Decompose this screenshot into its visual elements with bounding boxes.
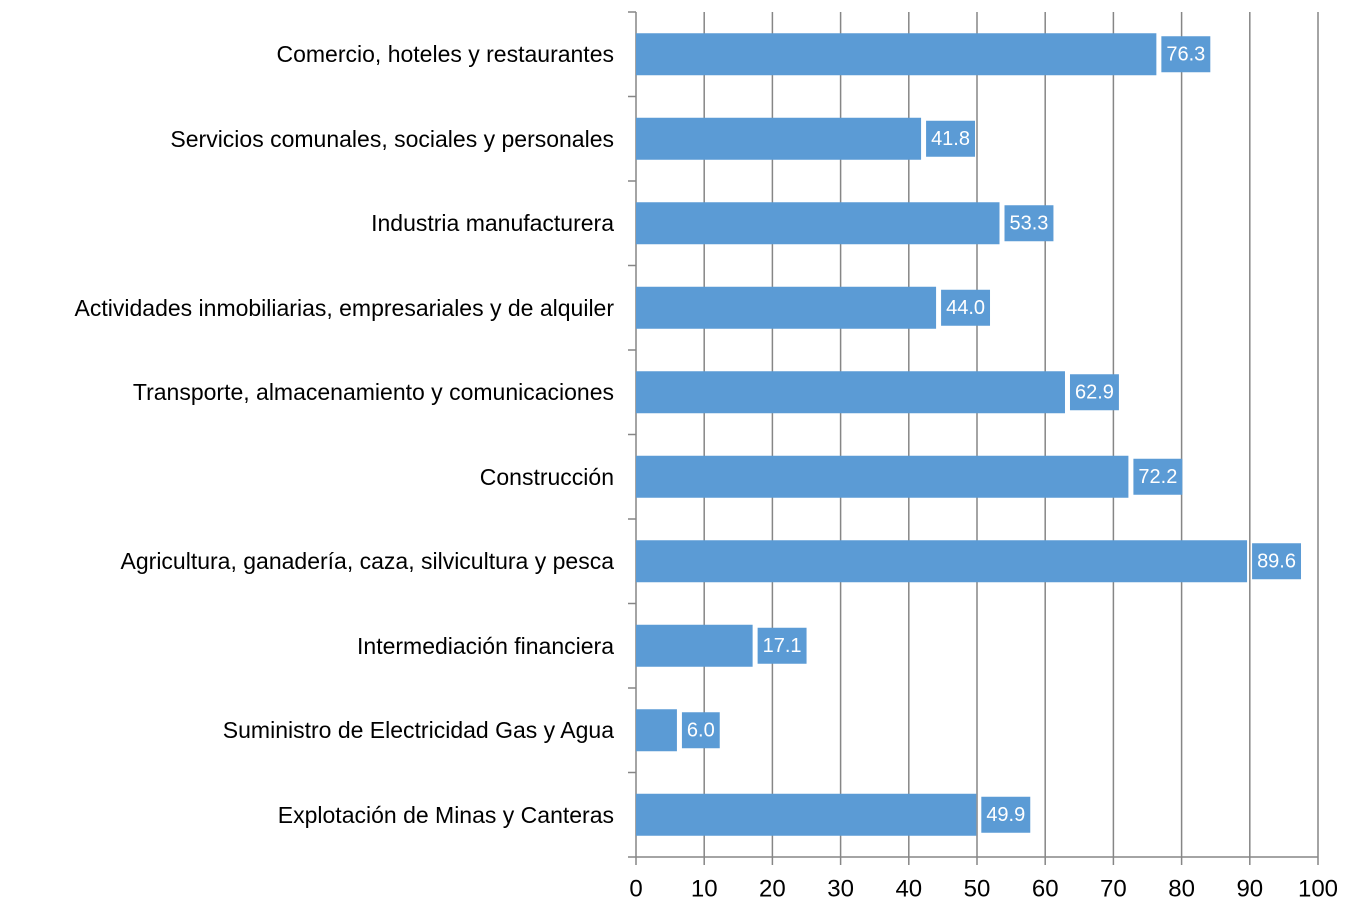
value-label-group: 44.0	[941, 289, 991, 326]
category-label-box: Industria manufacturera	[0, 181, 614, 266]
value-label-group: 41.8	[926, 120, 976, 157]
bar	[636, 455, 1129, 498]
category-label-box: Construcción	[0, 435, 614, 520]
x-tick-label: 70	[1100, 875, 1127, 902]
category-label-box: Transporte, almacenamiento y comunicacio…	[0, 350, 614, 435]
value-label-box	[681, 712, 720, 749]
category-label-wrap: Agricultura, ganadería, caza, silvicultu…	[0, 519, 614, 604]
y-tick-label: Transporte, almacenamiento y comunicacio…	[132, 379, 614, 406]
value-label-group: 53.3	[1004, 205, 1054, 242]
y-tick-label: Comercio, hoteles y restaurantes	[276, 41, 615, 68]
value-label-box	[981, 796, 1031, 833]
x-tick-label: 80	[1168, 875, 1195, 902]
y-tick-label: Agricultura, ganadería, caza, silvicultu…	[120, 548, 614, 575]
x-tick-label: 0	[629, 875, 642, 902]
value-label-box	[1133, 458, 1183, 495]
category-label-box: Explotación de Minas y Canteras	[0, 773, 614, 858]
category-label-wrap: Intermediación financiera	[0, 604, 614, 689]
value-label: 62.9	[1075, 382, 1114, 404]
category-label-wrap: Servicios comunales, sociales y personal…	[0, 97, 614, 182]
x-tick-label: 30	[827, 875, 854, 902]
category-label-wrap: Explotación de Minas y Canteras	[0, 773, 614, 858]
category-label-wrap: Actividades inmobiliarias, empresariales…	[0, 266, 614, 351]
bar	[636, 286, 937, 329]
category-label-box: Actividades inmobiliarias, empresariales…	[0, 266, 614, 351]
y-tick-label: Suministro de Electricidad Gas y Agua	[222, 717, 614, 744]
x-tick-label: 40	[895, 875, 922, 902]
value-label: 89.6	[1257, 551, 1296, 573]
bar	[636, 117, 922, 160]
value-label: 49.9	[986, 804, 1025, 826]
value-label: 41.8	[931, 128, 970, 150]
x-tick-label: 20	[759, 875, 786, 902]
value-label-box	[1161, 36, 1211, 73]
value-label: 72.2	[1138, 466, 1177, 488]
category-label-wrap: Construcción	[0, 435, 614, 520]
bar	[636, 33, 1157, 76]
bar	[636, 709, 677, 752]
category-label-wrap: Suministro de Electricidad Gas y Agua	[0, 688, 614, 773]
category-label-box: Suministro de Electricidad Gas y Agua	[0, 688, 614, 773]
y-tick-label: Servicios comunales, sociales y personal…	[170, 125, 614, 152]
category-label-box: Servicios comunales, sociales y personal…	[0, 97, 614, 182]
category-label-box: Agricultura, ganadería, caza, silvicultu…	[0, 519, 614, 604]
y-tick-label: Intermediación financiera	[357, 632, 614, 659]
category-label-wrap: Industria manufacturera	[0, 181, 614, 266]
value-label-box	[1069, 374, 1119, 411]
value-label-box	[926, 120, 976, 157]
value-label-group: 76.3	[1161, 36, 1211, 73]
value-label-box	[1252, 543, 1302, 580]
x-tick-label: 50	[964, 875, 991, 902]
category-label-box: Comercio, hoteles y restaurantes	[0, 12, 615, 97]
bar	[636, 371, 1065, 414]
value-label-group: 62.9	[1069, 374, 1119, 411]
category-label-box: Intermediación financiera	[0, 604, 614, 689]
value-label-box	[1004, 205, 1054, 242]
value-label-box	[941, 289, 991, 326]
value-label: 6.0	[687, 720, 715, 742]
value-label: 44.0	[946, 297, 985, 319]
bar	[636, 793, 977, 836]
y-tick-label: Construcción	[479, 463, 614, 490]
category-label-wrap: Transporte, almacenamiento y comunicacio…	[0, 350, 614, 435]
x-tick-label: 10	[691, 875, 718, 902]
value-label: 53.3	[1010, 213, 1049, 235]
value-label: 17.1	[763, 635, 802, 657]
y-tick-label: Industria manufacturera	[371, 210, 614, 237]
y-tick-label: Explotación de Minas y Canteras	[277, 801, 614, 828]
value-label: 76.3	[1166, 44, 1205, 66]
value-label-group: 6.0	[681, 712, 720, 749]
value-label-group: 72.2	[1133, 458, 1183, 495]
x-tick-label: 90	[1236, 875, 1263, 902]
bar	[636, 202, 1000, 245]
bar	[636, 624, 753, 667]
x-tick-label: 60	[1032, 875, 1059, 902]
value-label-group: 17.1	[757, 627, 807, 664]
bar	[636, 540, 1248, 583]
value-label-box	[757, 627, 807, 664]
y-tick-label: Actividades inmobiliarias, empresariales…	[74, 294, 614, 321]
x-tick-label: 100	[1298, 875, 1338, 902]
category-label-wrap: Comercio, hoteles y restaurantes	[0, 12, 615, 97]
value-label-group: 49.9	[981, 796, 1031, 833]
value-label-group: 89.6	[1252, 543, 1302, 580]
